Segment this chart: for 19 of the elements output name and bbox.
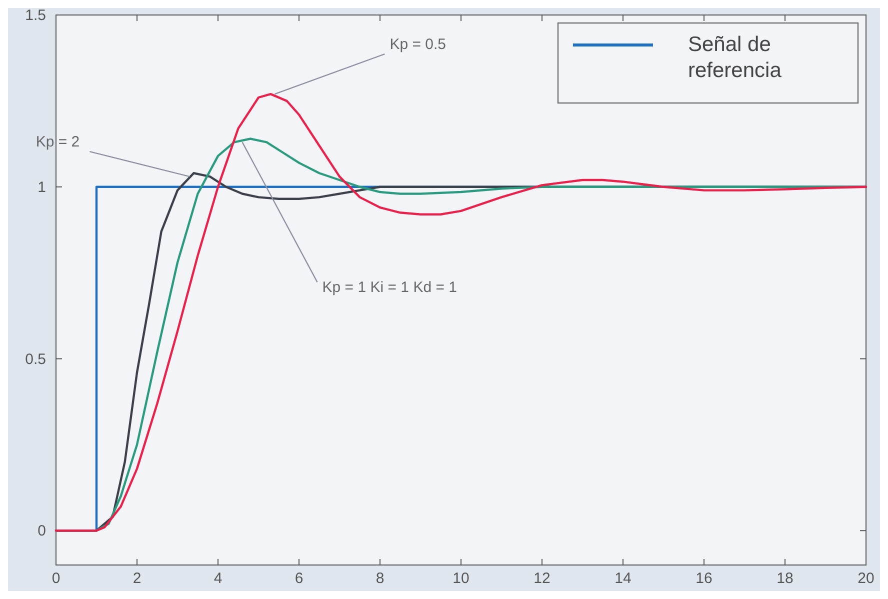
annotation: Kp = 1 Ki = 1 Kd = 1 bbox=[322, 279, 457, 296]
x-tick-label: 6 bbox=[294, 570, 304, 587]
x-tick-label: 18 bbox=[776, 570, 794, 587]
x-tick-label: 20 bbox=[858, 570, 874, 587]
y-tick-label: 0.5 bbox=[25, 350, 46, 368]
x-tick-label: 0 bbox=[52, 570, 60, 587]
y-tick-label: 1.5 bbox=[25, 7, 46, 24]
annotation: Kp = 0.5 bbox=[390, 36, 446, 54]
x-tick-label: 14 bbox=[614, 570, 632, 587]
x-tick-label: 2 bbox=[132, 570, 142, 587]
x-tick-label: 8 bbox=[376, 570, 384, 587]
x-tick-label: 16 bbox=[696, 570, 712, 587]
x-tick-label: 10 bbox=[452, 570, 470, 587]
x-tick-label: 4 bbox=[214, 570, 222, 587]
legend-label: Señal de referencia bbox=[688, 33, 782, 82]
y-tick-label: 0 bbox=[38, 522, 46, 540]
x-tick-label: 12 bbox=[534, 570, 550, 587]
annotation: Kp = 2 bbox=[36, 134, 80, 151]
y-tick-label: 1 bbox=[38, 178, 46, 196]
